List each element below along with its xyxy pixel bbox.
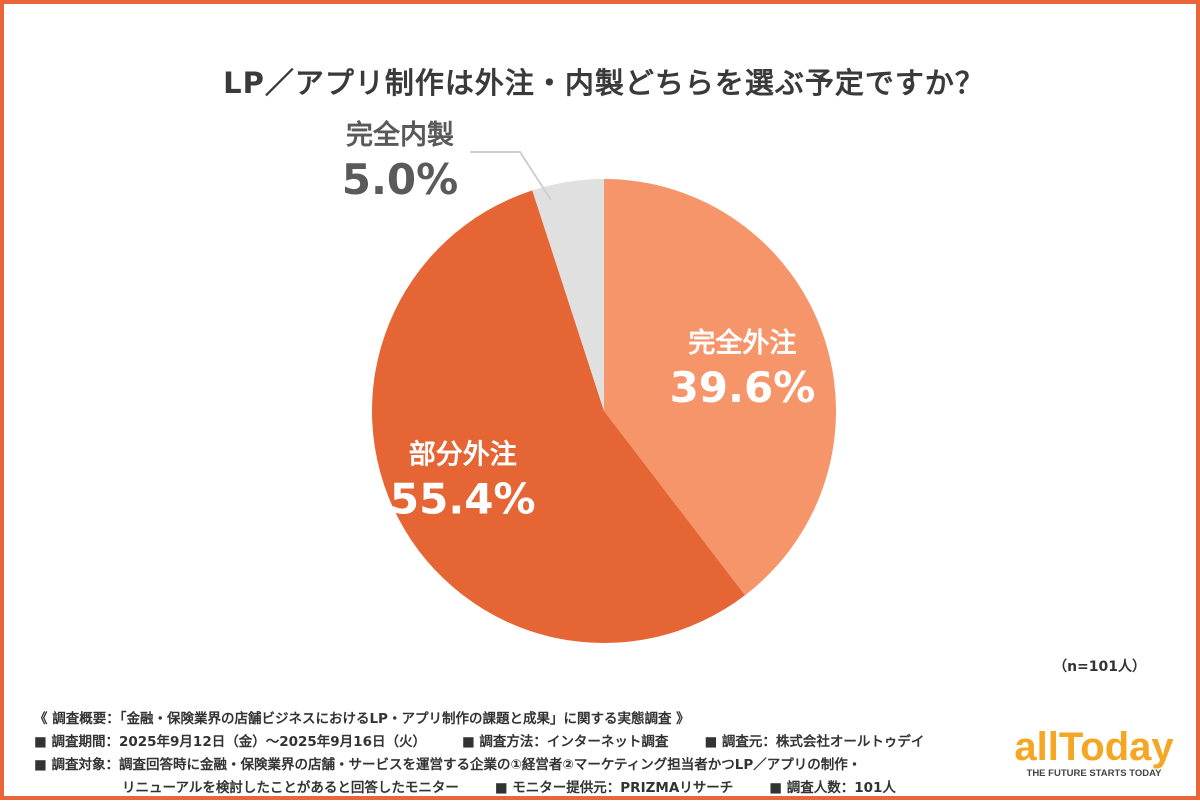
survey-target: ■ 調査対象：調査回答時に金融・保険業界の店舗・サービスを運営する企業の①経営者… xyxy=(34,757,862,773)
pie-chart: 完全外注 39.6% 部分外注 55.4% 完全内製 5.0% xyxy=(342,119,836,643)
slice-label: 部分外注 xyxy=(409,439,517,471)
survey-period: ■ 調査期間：2025年9月12日（金）〜2025年9月16日（火） xyxy=(34,734,426,750)
slice-value-label: 39.6% xyxy=(670,363,816,412)
survey-source: ■ 調査元：株式会社オールトゥデイ xyxy=(704,734,925,750)
survey-row-4: リニューアルを検討したことがあると回答したモニター ■ モニター提供元：PRIZM… xyxy=(34,777,984,800)
logo-wordmark: allToday xyxy=(1014,725,1174,769)
survey-provider: ■ モニター提供元：PRIZMAリサーチ xyxy=(494,780,734,796)
slice-value-label: 5.0% xyxy=(342,155,458,204)
pie-slice-1 xyxy=(604,179,836,596)
slice-label: 完全内製 xyxy=(346,119,454,151)
leader-line xyxy=(470,151,552,201)
survey-overview: 《 調査概要：「金融・保険業界の店舗ビジネスにおけるLP・アプリ制作の課題と成果… xyxy=(34,708,984,800)
pie-slice-3 xyxy=(532,179,604,411)
survey-method: ■ 調査方法：インターネット調査 xyxy=(461,734,669,750)
survey-header: 《 調査概要：「金融・保険業界の店舗ビジネスにおけるLP・アプリ制作の課題と成果… xyxy=(34,711,690,727)
alltoday-logo: allToday THE FUTURE STARTS TODAY xyxy=(1014,725,1174,779)
chart-title: LP／アプリ制作は外注・内製どちらを選ぶ予定ですか？ xyxy=(223,66,985,100)
pie-slice-2 xyxy=(372,190,746,643)
sample-size-note: （n=101人） xyxy=(1053,659,1146,675)
slice-label: 完全外注 xyxy=(688,327,796,359)
slice-value-label: 55.4% xyxy=(390,475,536,524)
survey-row-1: ■ 調査期間：2025年9月12日（金）〜2025年9月16日（火） ■ 調査方法… xyxy=(34,731,984,754)
survey-count: ■ 調査人数：101人 xyxy=(769,780,896,796)
logo-tagline: THE FUTURE STARTS TODAY xyxy=(1027,768,1163,779)
survey-target-cont: リニューアルを検討したことがあると回答したモニター xyxy=(122,780,459,796)
